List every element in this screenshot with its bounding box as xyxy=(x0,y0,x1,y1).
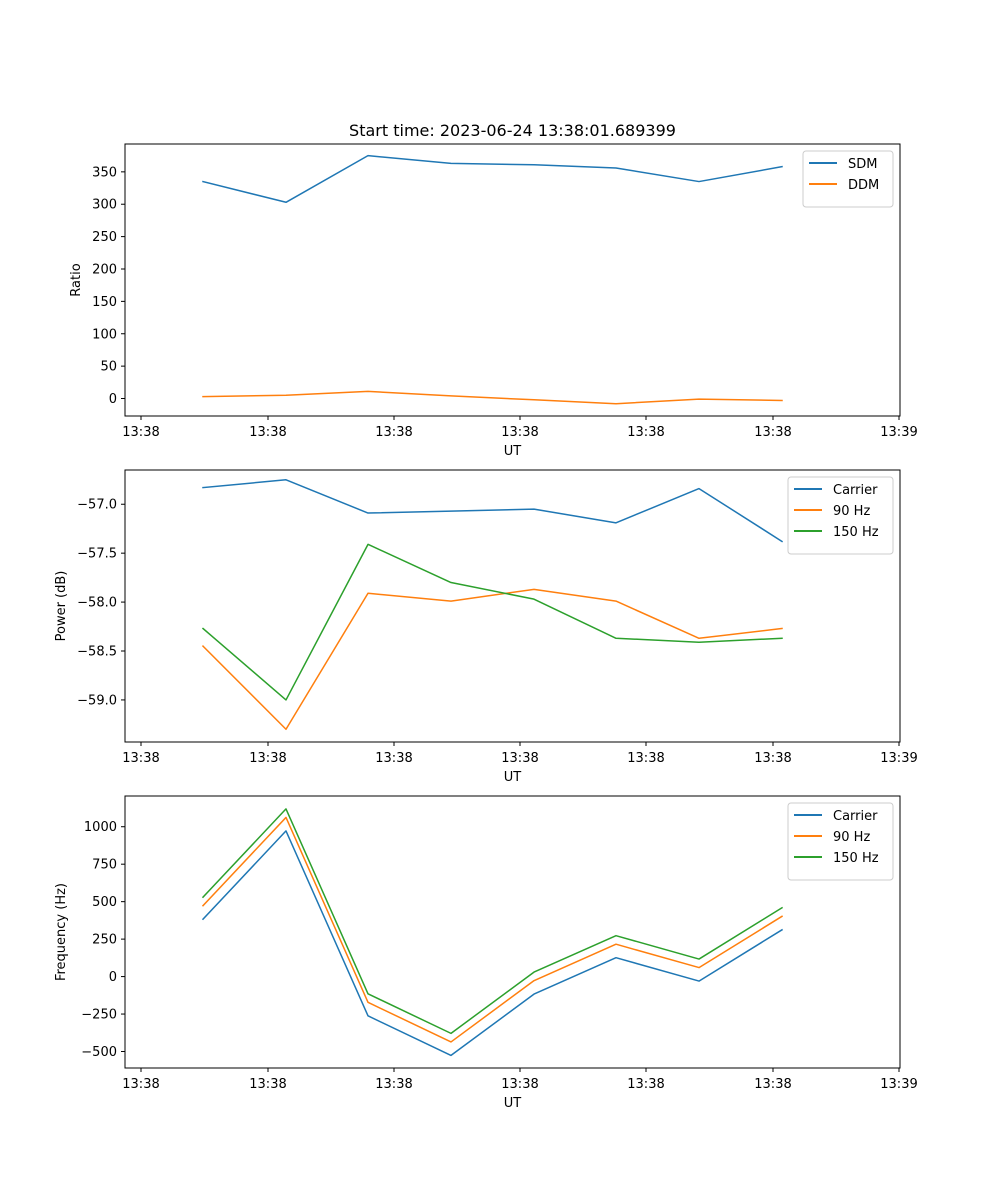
series-line-90-hz xyxy=(201,588,783,731)
x-tick-label: 13:38 xyxy=(249,425,286,440)
y-tick-label: −250 xyxy=(81,1008,117,1023)
y-tick-label: −58.0 xyxy=(77,596,117,611)
y-tick-label: −57.5 xyxy=(77,547,117,562)
x-tick-label: 13:38 xyxy=(627,425,664,440)
x-tick-label: 13:38 xyxy=(627,1077,664,1092)
chart-panel-3: 13:38 13:38 13:38 13:38 13:38 13:38 13:39 1000 7… xyxy=(54,795,918,1111)
x-tick-label: 13:38 xyxy=(375,751,412,766)
y-tick-label: 250 xyxy=(92,933,117,948)
x-tick-label: 13:39 xyxy=(880,1077,917,1092)
y-tick-label: −500 xyxy=(81,1045,117,1060)
figure-title: Start time: 2023-06-24 13:38:01.689399 xyxy=(349,121,676,140)
x-tick-label: 13:38 xyxy=(249,1077,286,1092)
x-tick-label: 13:38 xyxy=(627,751,664,766)
legend-label: 150 Hz xyxy=(833,851,879,866)
y-tick-label: 300 xyxy=(92,198,117,213)
x-tick-label: 13:38 xyxy=(122,1077,159,1092)
legend-label: 150 Hz xyxy=(833,525,879,540)
x-tick-label: 13:38 xyxy=(122,425,159,440)
legend-box xyxy=(787,476,894,555)
legend-label: DDM xyxy=(848,178,879,193)
y-tick-label: 500 xyxy=(92,895,117,910)
y-tick-label: −59.0 xyxy=(77,693,117,708)
axes-frame xyxy=(124,469,901,743)
y-axis-label: Ratio xyxy=(69,263,84,296)
series-line-sdm xyxy=(202,154,783,204)
y-tick-label: 0 xyxy=(109,392,117,407)
x-axis-label: UT xyxy=(504,444,522,459)
legend-box xyxy=(787,802,894,881)
y-axis-label: Power (dB) xyxy=(54,571,69,642)
legend-label: Carrier xyxy=(833,483,878,498)
x-tick-label: 13:39 xyxy=(880,751,917,766)
y-tick-label: 1000 xyxy=(84,820,117,835)
x-tick-label: 13:38 xyxy=(501,425,538,440)
chart-panels: 13:38 13:38 13:38 13:38 13:38 13:38 13:39 0 50 10… xyxy=(54,143,918,1111)
y-axis-label: Frequency (Hz) xyxy=(54,883,69,981)
chart-panel-2: 13:38 13:38 13:38 13:38 13:38 13:38 13:39 −57.0… xyxy=(54,469,918,785)
legend-label: SDM xyxy=(848,157,877,172)
series-line-150-hz xyxy=(201,808,784,1035)
y-tick-label: −58.5 xyxy=(77,645,117,660)
x-axis-label: UT xyxy=(504,770,522,785)
x-tick-label: 13:39 xyxy=(880,425,917,440)
x-tick-label: 13:38 xyxy=(249,751,286,766)
x-axis-label: UT xyxy=(504,1096,522,1111)
y-tick-label: 100 xyxy=(92,327,117,342)
legend-label: 90 Hz xyxy=(833,504,870,519)
y-tick-label: 250 xyxy=(92,230,117,245)
axes-frame xyxy=(124,143,901,417)
legend: Carrier 90 Hz 150 Hz xyxy=(787,802,894,881)
x-tick-label: 13:38 xyxy=(501,1077,538,1092)
legend: SDM DDM xyxy=(802,150,894,208)
x-tick-label: 13:38 xyxy=(754,425,791,440)
series-line-90-hz xyxy=(201,816,784,1043)
x-tick-label: 13:38 xyxy=(754,1077,791,1092)
y-tick-label: −57.0 xyxy=(77,498,117,513)
series-line-carrier xyxy=(201,830,784,1057)
x-tick-label: 13:38 xyxy=(501,751,538,766)
y-tick-label: 750 xyxy=(92,858,117,873)
legend-label: Carrier xyxy=(833,809,878,824)
y-tick-label: 50 xyxy=(100,360,117,375)
y-tick-label: 150 xyxy=(92,295,117,310)
x-tick-label: 13:38 xyxy=(375,1077,412,1092)
legend-box xyxy=(802,150,894,208)
y-tick-label: 350 xyxy=(92,165,117,180)
chart-panel-1: 13:38 13:38 13:38 13:38 13:38 13:38 13:39 0 50 10… xyxy=(69,143,918,459)
x-tick-label: 13:38 xyxy=(122,751,159,766)
axes-frame xyxy=(124,795,901,1069)
x-tick-label: 13:38 xyxy=(375,425,412,440)
legend: Carrier 90 Hz 150 Hz xyxy=(787,476,894,555)
legend-label: 90 Hz xyxy=(833,830,870,845)
series-line-ddm xyxy=(202,390,783,405)
x-tick-label: 13:38 xyxy=(754,751,791,766)
series-line-carrier xyxy=(202,479,784,543)
y-tick-label: 0 xyxy=(109,970,117,985)
series-line-150-hz xyxy=(201,543,783,701)
y-tick-label: 200 xyxy=(92,262,117,277)
